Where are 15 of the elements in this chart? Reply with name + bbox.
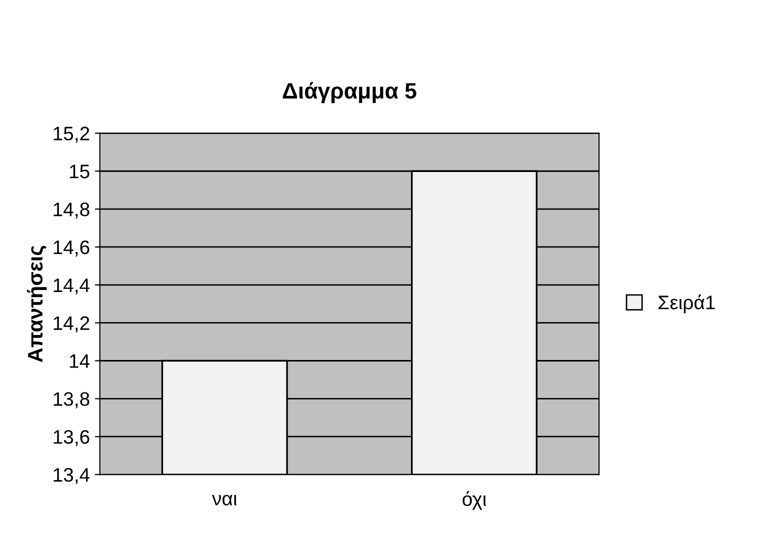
y-tick-label: 14,4 <box>54 278 90 294</box>
y-tick-label: 13,8 <box>54 392 90 408</box>
x-tick-label: όχι <box>462 491 486 510</box>
x-tick-label: ναι <box>212 494 237 506</box>
legend-label: Σειρά1 <box>658 294 715 314</box>
y-tick-label: 14,8 <box>54 202 90 219</box>
y-tick-label: 14 <box>70 354 90 368</box>
y-tick-label: 14,6 <box>54 240 90 257</box>
y-axis-title: Απαντήσεις <box>27 246 47 362</box>
y-tick-label: 15 <box>70 164 90 178</box>
y-tick-label: 15,2 <box>54 126 90 143</box>
y-tick-label: 14,2 <box>54 316 90 332</box>
chart-title: Διάγραμμα 5 <box>282 82 416 104</box>
y-tick-label: 13,4 <box>54 468 90 484</box>
y-tick-label: 13,6 <box>54 430 90 446</box>
